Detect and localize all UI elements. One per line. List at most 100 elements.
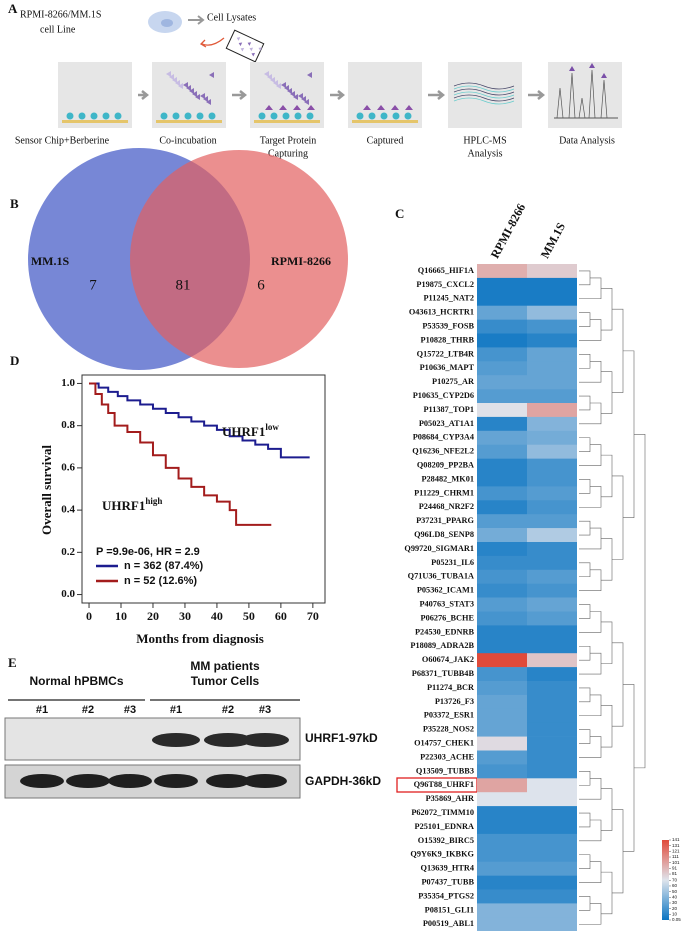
row-label: O15392_BIRC5	[418, 836, 474, 845]
arrow	[138, 90, 150, 100]
arrow	[428, 90, 446, 100]
venn-set	[130, 150, 348, 368]
x-axis-title: Months from diagnosis	[136, 631, 264, 646]
heatmap-cell	[477, 375, 527, 390]
row-label: P22303_ACHE	[420, 752, 474, 761]
x-tick-label: 0	[86, 609, 92, 623]
heatmap-cell	[527, 847, 577, 862]
colorbar-label: 30	[672, 900, 678, 905]
lane-label: #1	[36, 704, 48, 716]
row-label: P05023_AT1A1	[419, 419, 474, 428]
row-label: Q99720_SIGMAR1	[404, 544, 474, 553]
band	[20, 774, 64, 788]
set-label: RPMI-8266	[271, 254, 331, 268]
chromatogram	[453, 82, 515, 90]
captured	[293, 105, 301, 110]
heatmap-cell	[477, 722, 527, 737]
row-label: P08151_GLI1	[425, 905, 474, 914]
heatmap-cell	[477, 750, 527, 765]
protein	[304, 99, 309, 105]
heatmap-cell	[527, 403, 577, 418]
heatmap-cell	[527, 416, 577, 432]
x-tick-label: 50	[243, 609, 255, 623]
captured	[391, 105, 399, 110]
ligand	[356, 112, 364, 120]
heatmap-cell	[527, 375, 577, 390]
x-tick-label: 40	[211, 609, 223, 623]
protein	[301, 96, 306, 102]
heatmap-cell	[527, 764, 577, 779]
dendrogram	[623, 350, 635, 518]
heatmap-cell	[477, 305, 527, 320]
row-label: P28482_MK01	[421, 474, 474, 483]
row-label: P11229_CHRM1	[414, 488, 474, 497]
panel-label: B	[10, 196, 19, 211]
heatmap-cell	[477, 291, 527, 306]
heatmap-cell	[527, 806, 577, 821]
protein	[209, 72, 214, 78]
annotation-sup: low	[265, 422, 279, 432]
annotation-text: UHRF1	[222, 424, 265, 439]
heatmap-cell	[477, 625, 527, 640]
chromatogram	[453, 91, 515, 99]
heatmap-cell	[477, 847, 527, 862]
dendrogram	[579, 437, 591, 452]
colorbar-label: 10	[672, 912, 678, 917]
captured	[377, 105, 385, 110]
step-label: Data Analysis	[559, 135, 615, 146]
arrow	[528, 90, 546, 100]
colorbar-label: 141	[672, 837, 680, 842]
y-tick-label: 0.8	[61, 419, 75, 431]
heatmap-cell	[527, 667, 577, 682]
dendrogram	[579, 395, 591, 411]
source-label: cell Line	[40, 24, 76, 35]
band	[204, 733, 252, 747]
y-axis-title: Overall survival	[39, 445, 54, 535]
row-label: O60674_JAK2	[422, 655, 474, 664]
protein	[175, 80, 180, 86]
heatmap-cell	[477, 472, 527, 487]
dendrogram	[579, 479, 591, 494]
dendrogram	[601, 788, 613, 831]
protein	[195, 94, 200, 100]
captured	[405, 105, 413, 110]
protein	[249, 47, 254, 52]
heatmap-cell	[477, 416, 527, 432]
captured	[363, 105, 371, 110]
heatmap-cell	[527, 264, 577, 279]
heatmap-cell	[477, 861, 527, 876]
column-label: MM.1S	[538, 220, 569, 261]
heatmap-cell	[527, 653, 577, 668]
colorbar-label: 131	[672, 843, 680, 848]
heatmap-cell	[527, 833, 577, 849]
annotation-sup: high	[145, 496, 162, 506]
row-label: O43613_HCRTR1	[409, 308, 474, 317]
heatmap-cell	[477, 430, 527, 445]
group-annotation: UHRF1high	[102, 496, 162, 513]
peak-marker	[589, 63, 595, 68]
lysate-tube	[225, 29, 265, 63]
peak-marker	[601, 73, 607, 78]
heatmap-cell	[477, 833, 527, 849]
arrow	[188, 15, 205, 25]
heatmap-cell	[527, 820, 577, 835]
dendrogram	[579, 729, 591, 744]
heatmap-cell	[477, 611, 527, 626]
lysate-label: Cell Lysates	[207, 12, 256, 23]
heatmap-cell	[477, 653, 527, 668]
x-tick-label: 30	[179, 609, 191, 623]
chromatogram	[453, 85, 515, 93]
group-annotation: UHRF1low	[222, 422, 279, 439]
dendrogram	[612, 642, 624, 727]
heatmap-cell	[477, 514, 527, 529]
heatmap-cell	[527, 389, 577, 404]
band	[243, 774, 287, 788]
heatmap-cell	[477, 277, 527, 293]
chip	[156, 120, 222, 123]
step-label: Capturing	[268, 148, 308, 159]
row-label: Q96LD8_SENP8	[414, 530, 474, 539]
heatmap-cell	[527, 333, 577, 348]
peak	[568, 72, 576, 119]
dendrogram	[623, 684, 635, 852]
heatmap-cell	[477, 555, 527, 571]
